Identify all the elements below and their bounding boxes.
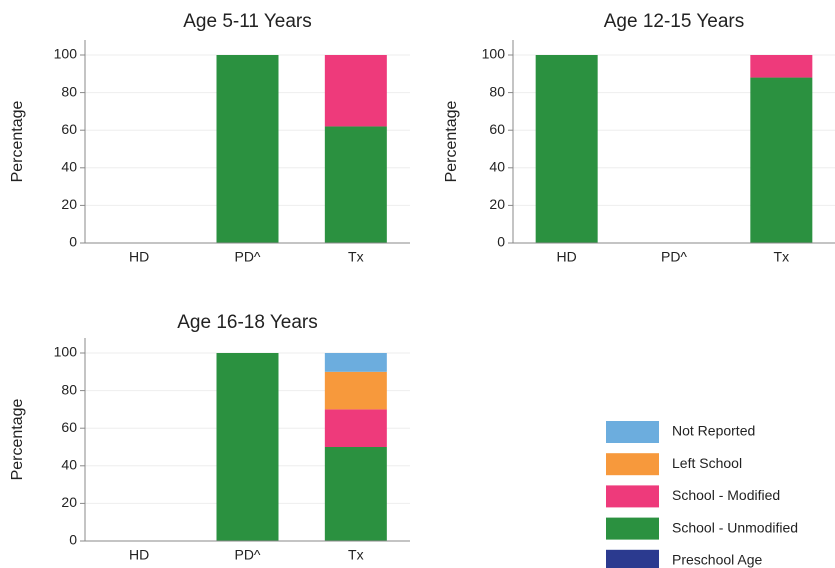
legend-swatch (606, 517, 659, 540)
chart-title: Age 12-15 Years (604, 11, 745, 32)
bar-segment (324, 126, 387, 243)
bar-segment (324, 371, 387, 410)
legend-label: Preschool Age (672, 552, 762, 568)
x-tick-label: HD (129, 249, 149, 265)
x-tick-label: PD^ (234, 249, 260, 265)
y-tick-label: 20 (61, 196, 77, 212)
x-tick-label: HD (129, 547, 149, 563)
x-tick-label: Tx (348, 547, 364, 563)
legend-label: School - Modified (672, 487, 780, 503)
y-axis-label: Percentage (9, 398, 26, 480)
y-tick-label: 60 (61, 121, 77, 137)
legend-swatch (606, 421, 659, 443)
y-tick-label: 60 (489, 121, 505, 137)
y-axis-label: Percentage (9, 100, 26, 182)
legend-label: School - Unmodified (672, 519, 798, 535)
legend-swatch (606, 549, 659, 568)
y-tick-label: 0 (497, 234, 505, 250)
y-tick-label: 100 (482, 46, 506, 62)
x-tick-label: HD (557, 249, 577, 265)
x-tick-label: PD^ (661, 249, 687, 265)
bar-segment (324, 353, 387, 372)
y-axis-label: Percentage (443, 100, 460, 182)
y-tick-label: 100 (54, 344, 78, 360)
bar-segment (324, 55, 387, 127)
chart-title: Age 5-11 Years (183, 11, 312, 32)
x-tick-label: Tx (774, 249, 790, 265)
legend-label: Not Reported (672, 423, 755, 439)
y-tick-label: 40 (61, 159, 77, 175)
bar-segment (750, 77, 813, 243)
y-tick-label: 0 (69, 234, 77, 250)
legend-label: Left School (672, 455, 742, 471)
y-tick-label: 20 (489, 196, 505, 212)
y-tick-label: 60 (61, 419, 77, 435)
y-tick-label: 100 (54, 46, 78, 62)
x-tick-label: Tx (348, 249, 364, 265)
chart-title: Age 16-18 Years (177, 312, 318, 333)
y-tick-label: 40 (61, 457, 77, 473)
y-tick-label: 80 (489, 83, 505, 99)
bar-segment (750, 55, 813, 78)
bar-segment (324, 409, 387, 447)
bar-segment (324, 447, 387, 541)
y-tick-label: 20 (61, 494, 77, 510)
bar-segment (216, 353, 279, 541)
y-tick-label: 80 (61, 83, 77, 99)
bar-segment (216, 55, 279, 243)
x-tick-label: PD^ (234, 547, 260, 563)
y-tick-label: 0 (69, 532, 77, 548)
legend-swatch (606, 453, 659, 476)
y-tick-label: 40 (489, 159, 505, 175)
legend-swatch (606, 485, 659, 508)
bar-segment (535, 55, 598, 243)
y-tick-label: 80 (61, 381, 77, 397)
